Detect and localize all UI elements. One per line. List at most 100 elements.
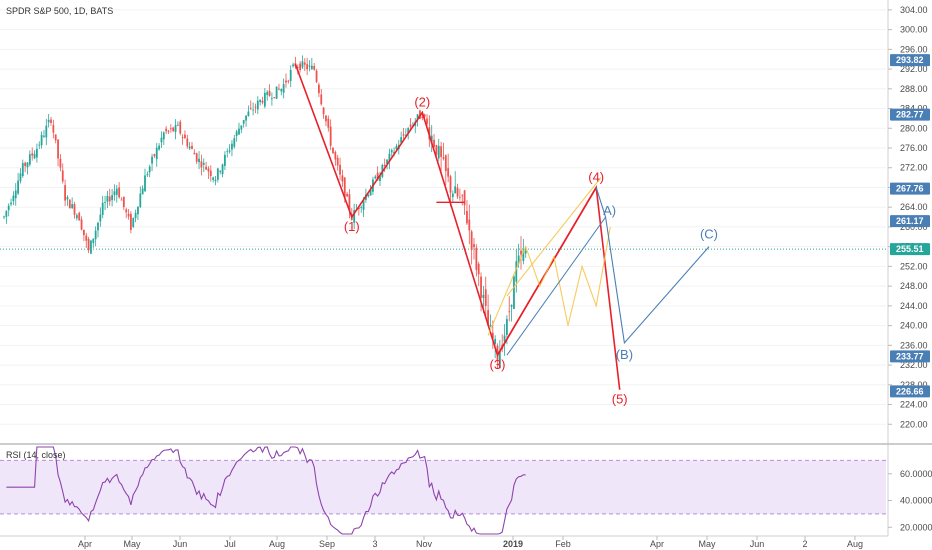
candle-body — [268, 90, 271, 96]
candle-body — [487, 310, 489, 326]
rsi-band — [0, 460, 886, 514]
candle-body — [261, 100, 264, 103]
candle-body — [263, 92, 266, 107]
candle-body — [491, 332, 494, 339]
candle-body — [14, 190, 17, 199]
price-badge — [890, 215, 930, 228]
candle-body — [165, 128, 168, 132]
wave-labels: (1) (2) (3) (4) (5) A) (B) (C) — [344, 94, 718, 406]
candle-body — [456, 187, 459, 197]
candle-body — [113, 191, 116, 196]
candle-body — [61, 170, 64, 182]
impulse-wave-line — [294, 63, 621, 390]
candle-body — [339, 164, 341, 175]
candle-body — [517, 255, 520, 264]
candle-body — [141, 188, 144, 195]
candle-body — [148, 166, 151, 173]
candle-body — [31, 153, 34, 156]
candle-body — [108, 196, 111, 202]
candle-body — [520, 250, 522, 255]
candle-body — [207, 168, 210, 172]
candle-body — [216, 168, 219, 180]
price-tick-label: 248.00 — [900, 281, 928, 291]
price-axis: 304.00 300.00 296.00 292.00 288.00 284.00 280.… — [887, 0, 930, 444]
candle-body — [238, 128, 240, 135]
candle-body — [12, 195, 15, 202]
candle-body — [209, 170, 212, 177]
candle-body — [320, 94, 323, 105]
price-tick-label: 240.00 — [900, 321, 928, 331]
candle-body — [59, 158, 62, 168]
candle-body — [191, 145, 193, 149]
candle-body — [45, 125, 48, 138]
candle-body — [97, 222, 99, 231]
corrective-wave-line — [595, 187, 710, 345]
time-tick-label: May — [698, 539, 716, 549]
candle-body — [273, 97, 276, 98]
candle-body — [374, 176, 377, 179]
candle-body — [407, 127, 410, 134]
time-tick-label: Jun — [750, 539, 765, 549]
time-tick-label: 2 — [802, 539, 807, 549]
candle-body — [252, 109, 254, 111]
time-tick-label: 3 — [372, 539, 377, 549]
price-pane: (1) (2) (3) (4) (5) A) (B) (C) SPDR S&P 500, 1D… — [0, 6, 886, 425]
candle-body — [275, 86, 278, 99]
candle-body — [87, 238, 90, 251]
candle-body — [226, 151, 229, 153]
candle-body — [92, 238, 95, 244]
price-tick-label: 272.00 — [900, 163, 928, 173]
candle-body — [306, 64, 309, 70]
price-tick-label: 252.00 — [900, 261, 928, 271]
candle-body — [200, 161, 203, 168]
candle-body — [219, 171, 222, 172]
candle-body — [426, 118, 428, 124]
candle-body — [404, 134, 407, 136]
candle-body — [280, 89, 283, 92]
candle-body — [233, 138, 236, 147]
candle-body — [221, 164, 224, 175]
price-tick-label: 284.00 — [900, 104, 928, 114]
candle-body — [400, 137, 403, 143]
candle-body — [169, 128, 172, 130]
candle-body — [235, 131, 238, 136]
rsi-pane: RSI (14, close) 60.0000 40.0000 20.0000 — [0, 444, 932, 536]
candle-body — [515, 261, 518, 282]
candle-body — [242, 120, 245, 124]
price-tick-label: 280.00 — [900, 123, 928, 133]
price-tick-label: 276.00 — [900, 143, 928, 153]
candle-body — [388, 153, 391, 162]
time-tick-label: Jun — [173, 539, 188, 549]
candle-body — [181, 136, 184, 138]
candle-body — [318, 84, 320, 94]
candle-body — [454, 186, 457, 194]
candle-body — [205, 166, 207, 170]
candle-body — [503, 335, 506, 342]
candle-body — [461, 195, 464, 197]
candle-body — [343, 177, 346, 198]
candle-body — [127, 213, 130, 217]
candle-body — [498, 350, 501, 369]
candle-body — [325, 115, 327, 122]
candle-body — [463, 190, 466, 206]
candle-body — [111, 195, 113, 201]
candle-body — [120, 199, 123, 201]
wave-label-red: (1) — [344, 219, 360, 234]
price-badge-label: 255.51 — [896, 244, 924, 254]
candle-body — [212, 177, 215, 180]
candle-body — [482, 294, 485, 299]
candle-body — [468, 219, 471, 231]
wave-label-red: (2) — [414, 94, 430, 109]
candle-body — [68, 199, 71, 209]
candle-body — [357, 207, 360, 210]
candle-body — [26, 162, 29, 168]
candle-body — [90, 240, 92, 254]
candle-body — [296, 66, 299, 68]
candle-body — [57, 139, 59, 159]
candle-body — [71, 204, 74, 208]
rsi-tick-label: 20.0000 — [900, 522, 932, 532]
candle-body — [494, 339, 497, 344]
candle-body — [162, 132, 165, 140]
corrective-channel — [506, 216, 607, 356]
